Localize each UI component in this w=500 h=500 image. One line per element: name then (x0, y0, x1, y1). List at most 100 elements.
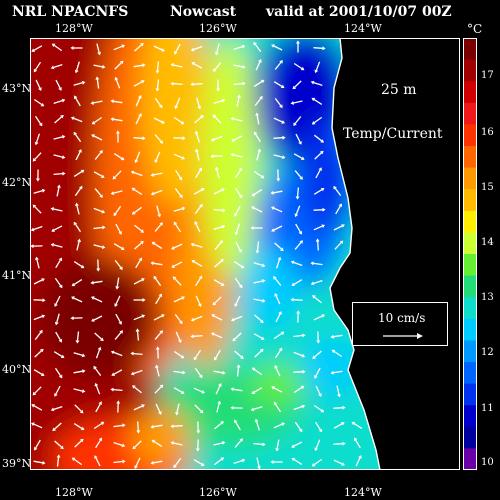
current-vector-head (290, 101, 294, 105)
current-vector (213, 135, 223, 141)
current-vector-head (311, 97, 316, 102)
current-vector-head (50, 207, 55, 211)
current-vector-head (314, 447, 319, 452)
current-vector (255, 61, 261, 71)
current-vector-head (79, 438, 84, 443)
current-vector (315, 421, 321, 431)
current-vector-head (292, 85, 297, 90)
current-vector-head (121, 44, 126, 49)
current-vector-head (218, 383, 222, 387)
colorbar-tick-13: 13 (481, 292, 494, 303)
current-vector-head (62, 171, 66, 176)
current-vector-head (277, 256, 282, 261)
current-vector-head (99, 150, 103, 154)
current-vector-head (191, 62, 196, 66)
current-vector-head (212, 301, 217, 306)
current-vector (196, 151, 200, 161)
current-vector (55, 331, 61, 341)
current-vector-head (258, 59, 262, 63)
current-vector (173, 425, 183, 427)
current-vector-head (320, 408, 325, 413)
current-vector (135, 97, 141, 107)
current-vector-head (300, 66, 305, 71)
current-vector-head (316, 340, 321, 344)
current-vector (295, 223, 301, 233)
current-vector (94, 368, 102, 376)
lon-tick-bottom-128: 128°W (55, 486, 93, 499)
current-vector (96, 43, 100, 53)
current-vector (53, 225, 63, 231)
current-vector-head (281, 155, 286, 160)
current-vector-head (234, 303, 238, 307)
colorbar-unit: °C (467, 22, 483, 36)
current-vector-head (34, 141, 39, 146)
current-vector (173, 153, 183, 159)
current-vector-head (100, 337, 104, 342)
current-vector-head (216, 88, 221, 92)
current-vector (75, 97, 81, 107)
current-vector (53, 63, 63, 69)
current-vector-head (291, 444, 295, 448)
current-vector-head (71, 457, 76, 462)
current-vector-head (255, 112, 260, 116)
current-vector (34, 332, 42, 340)
current-vector-head (213, 68, 217, 72)
current-vector-head (330, 370, 334, 375)
vector-scale-label: 10 cm/s (378, 311, 426, 325)
current-vector-head (320, 188, 325, 192)
current-vector-head (200, 188, 205, 192)
current-vector (73, 82, 83, 86)
current-vector-head (71, 296, 75, 300)
current-vector (93, 280, 103, 284)
current-vector-head (270, 190, 274, 195)
current-vector-head (221, 188, 225, 192)
current-vector-head (35, 178, 40, 182)
current-vector (34, 350, 42, 358)
current-vector-head (339, 240, 344, 245)
current-vector (76, 61, 80, 71)
current-vector (233, 64, 243, 68)
current-vector-head (180, 390, 185, 394)
current-vector-head (199, 374, 203, 379)
current-vector-head (82, 369, 86, 374)
current-vector (154, 97, 162, 107)
current-vector-head (170, 63, 175, 67)
current-vector (33, 315, 43, 321)
current-vector-head (280, 331, 285, 336)
current-vector (294, 170, 302, 178)
current-vector (333, 459, 343, 465)
current-vector-head (159, 140, 163, 144)
current-vector (314, 152, 322, 160)
current-vector-head (91, 134, 95, 138)
current-vector (274, 349, 282, 359)
current-vector (193, 83, 203, 85)
current-vector (54, 440, 62, 448)
current-vector-head (302, 369, 306, 374)
current-vector (154, 277, 162, 287)
current-vector (313, 189, 323, 195)
colorbar-tick-12: 12 (481, 347, 494, 358)
current-vector-head (293, 122, 297, 126)
current-vector-head (122, 423, 126, 428)
current-vector (193, 63, 203, 69)
current-vector-head (58, 87, 62, 91)
current-vector-head (98, 401, 102, 405)
current-vector-head (158, 104, 163, 109)
current-vector (94, 188, 102, 196)
current-vector (134, 224, 142, 232)
current-vector (76, 205, 80, 215)
current-vector (95, 385, 101, 395)
current-vector-head (130, 170, 135, 175)
current-vector-head (322, 46, 326, 51)
current-vector (294, 242, 302, 250)
current-vector-head (153, 275, 157, 280)
current-vector-head (294, 213, 299, 218)
lat-tick-41: 41°N (2, 269, 32, 282)
lat-tick-40: 40°N (2, 363, 32, 376)
current-vector-head (310, 261, 314, 266)
current-vector-head (41, 278, 45, 282)
current-vector (173, 370, 183, 374)
current-vector-head (296, 40, 300, 44)
current-vector (235, 241, 241, 251)
current-vector-head (134, 159, 139, 164)
